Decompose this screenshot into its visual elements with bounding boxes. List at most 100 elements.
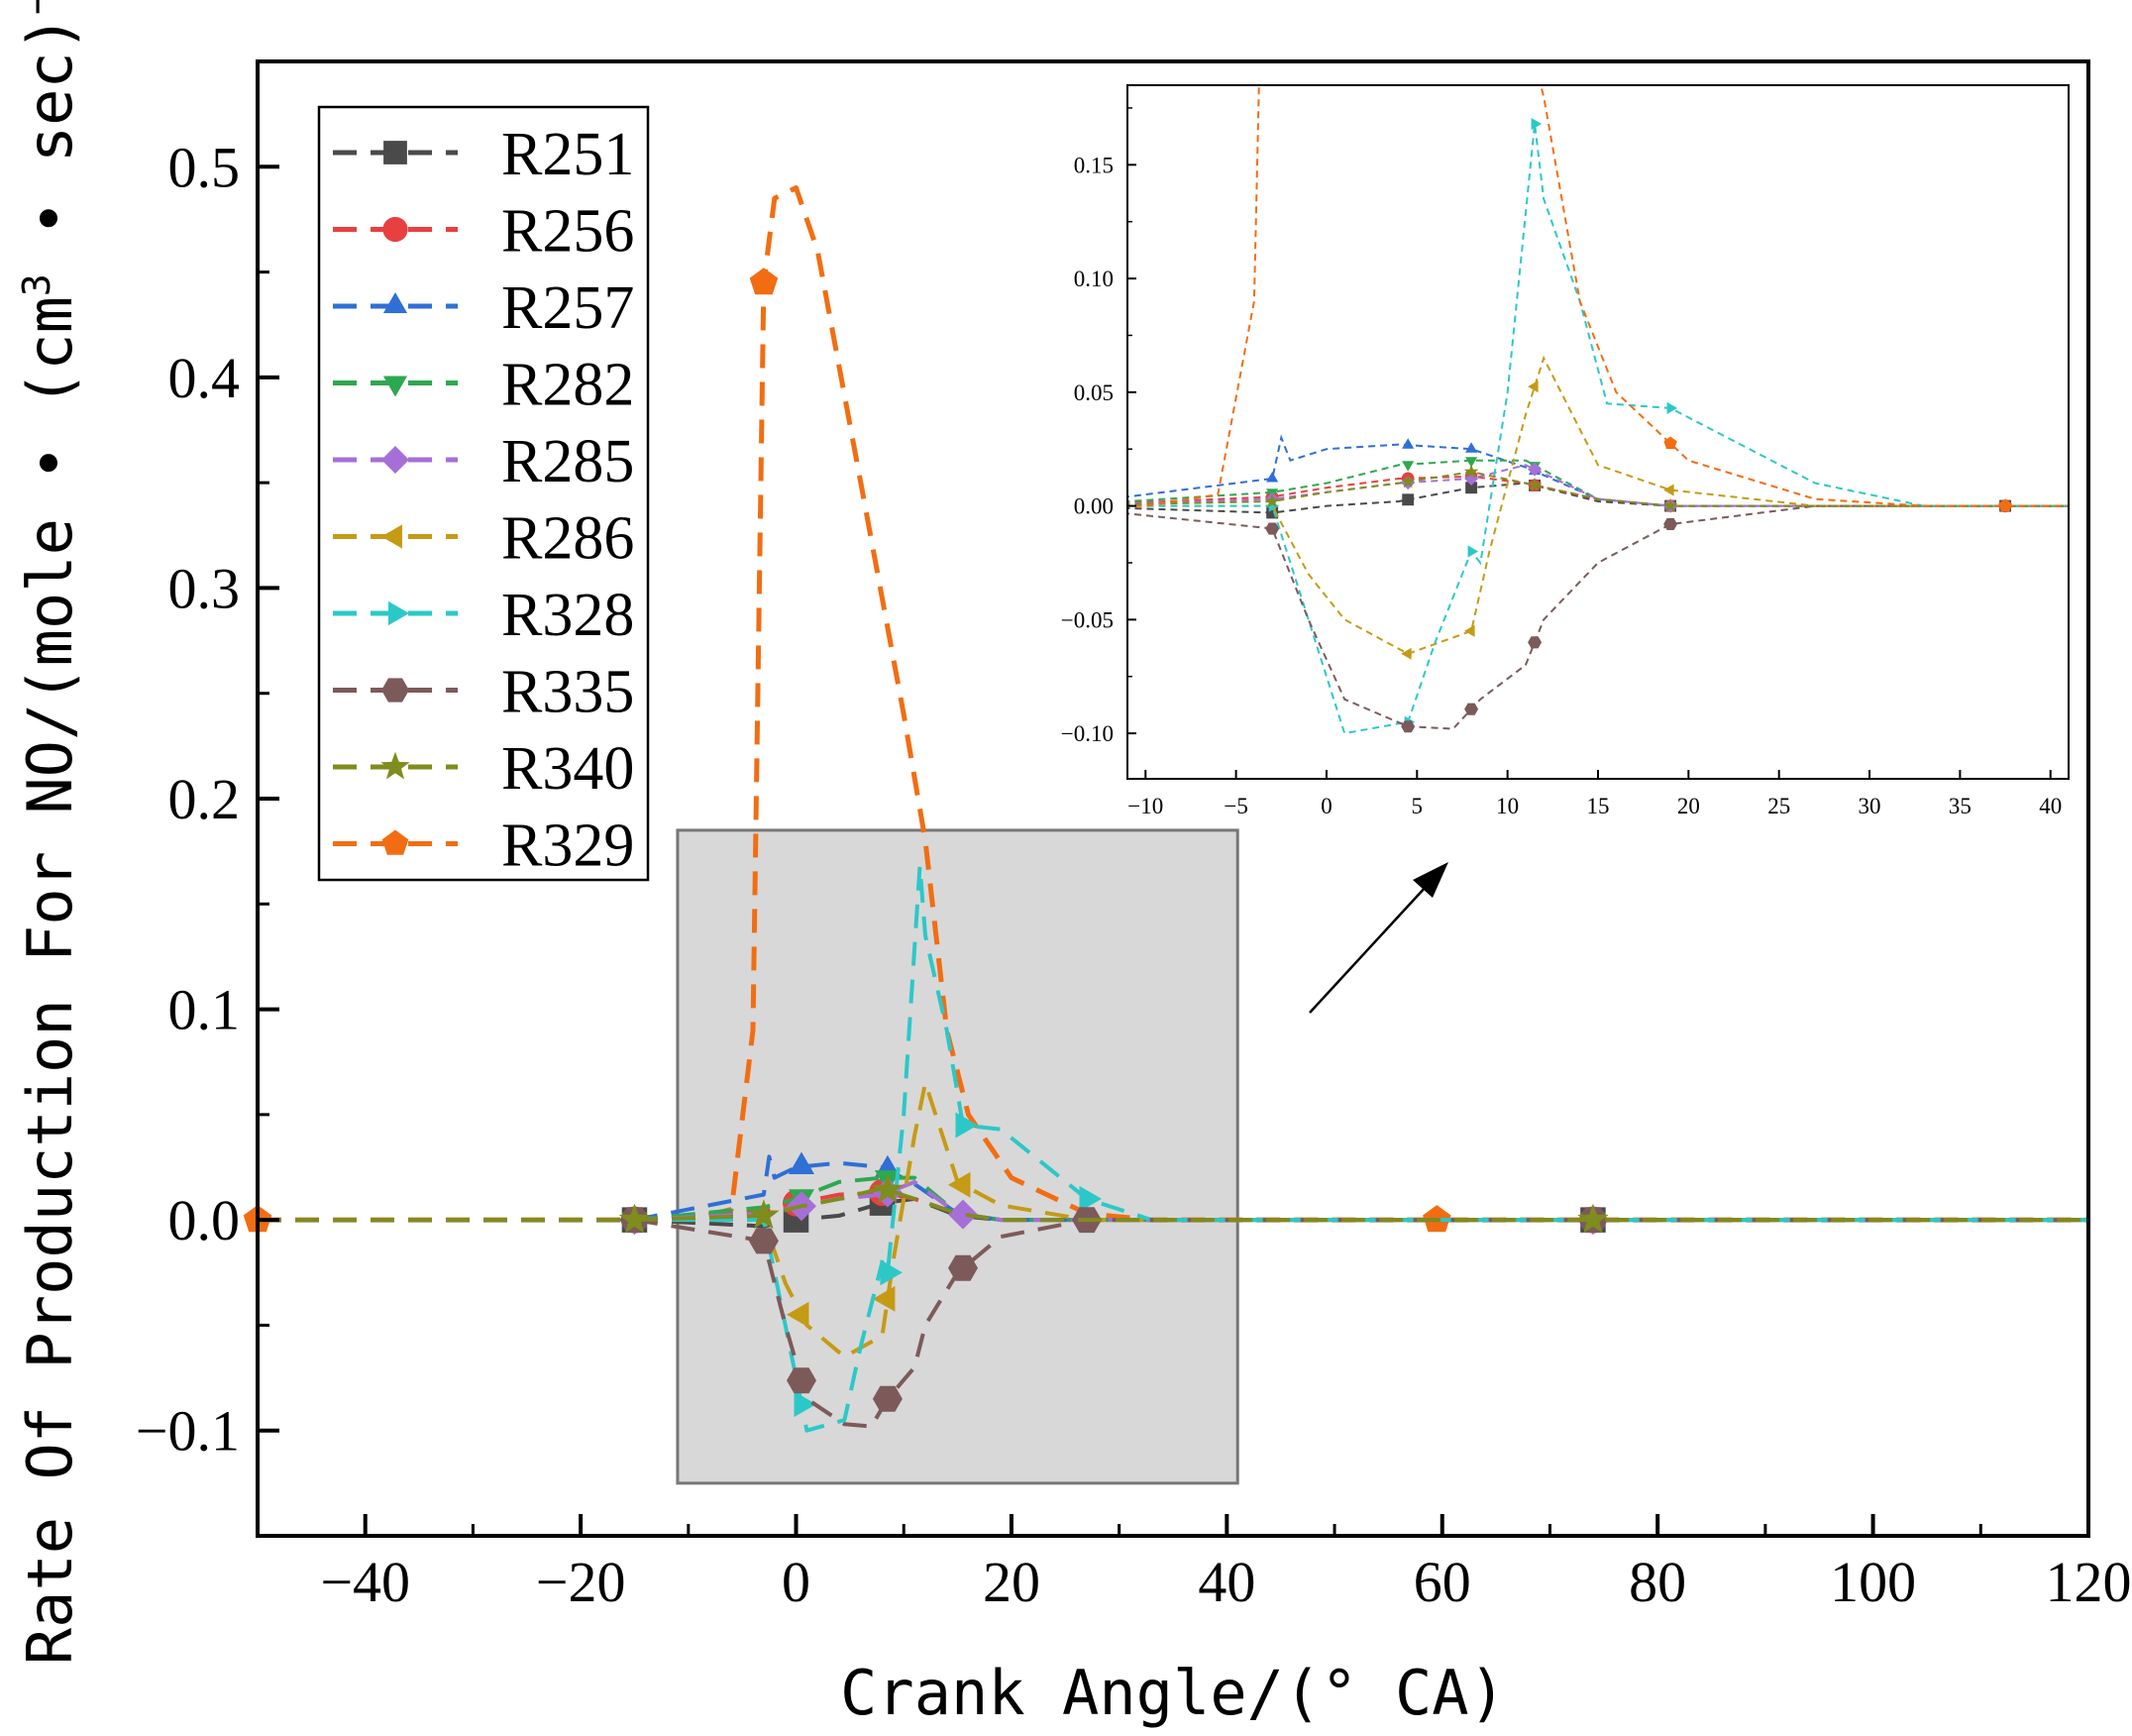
y-axis-title: Rate Of Production For NO/(mole • (cm3 •… — [14, 0, 86, 1665]
inset-marker-r285 — [1528, 462, 1543, 477]
inset-marker-r251 — [1402, 493, 1415, 506]
inset-marker-r286 — [1663, 484, 1674, 496]
inset-marker-r335 — [1663, 517, 1678, 530]
inset-marker-r340 — [1527, 477, 1543, 491]
legend-item-r335: R335 — [333, 659, 634, 726]
legend-item-r286: R286 — [333, 505, 634, 573]
inset-x-tick-label: 10 — [1496, 794, 1519, 818]
inset-marker-r329 — [1663, 436, 1677, 450]
y-tick-label: 0.1 — [168, 978, 241, 1042]
marker-r340 — [618, 1203, 651, 1234]
marker-r340 — [748, 1199, 780, 1230]
inset-y-tick-label: 0.05 — [1074, 380, 1114, 405]
inset-x-tick-label: 35 — [1949, 794, 1972, 818]
inset-x-tick-label: 25 — [1767, 794, 1790, 818]
x-tick-label: 100 — [1830, 1550, 1916, 1614]
inset-marker-r335 — [1464, 703, 1479, 715]
marker-r340 — [1577, 1203, 1609, 1234]
x-tick-label: 60 — [1414, 1550, 1471, 1614]
inset-y-tick-label: −0.05 — [1061, 607, 1114, 632]
y-axis-title-main: Rate Of Production For NO/(mole • (cm — [14, 296, 86, 1665]
legend-label: R282 — [501, 352, 634, 419]
legend-marker — [382, 292, 408, 313]
legend: R251 R256 R257 R282 R285 R286 R328 R335 R340 R329 — [317, 105, 650, 882]
legend-label: R328 — [501, 582, 634, 649]
series-line-r286 — [258, 1081, 2088, 1359]
series-line-r335 — [258, 1218, 2088, 1429]
y-tick-label: −0.1 — [136, 1399, 240, 1464]
y-axis-title-mid: • sec) — [14, 15, 86, 273]
legend-box — [317, 105, 650, 882]
zoom-arrow-line — [1309, 885, 1428, 1014]
legend-item-r340: R340 — [333, 735, 634, 803]
legend-marker — [388, 600, 409, 626]
inset-marker-r340 — [1400, 474, 1416, 488]
main-axes: −40 −20 0 20 40 60 80 100 120−0.10.00.10.20.30.4… — [136, 135, 2132, 1614]
legend-item-r256: R256 — [333, 198, 634, 266]
inset-series-line-r329 — [1127, 85, 2069, 507]
legend-marker — [381, 829, 409, 855]
inset-series-line-r286 — [1127, 355, 2069, 655]
legend-label: R335 — [501, 659, 634, 726]
marker-r286 — [872, 1285, 896, 1312]
y-tick-label: 0.4 — [168, 346, 241, 410]
inset-marker-r329 — [1998, 498, 2012, 512]
y-tick-label: 0.0 — [168, 1188, 241, 1252]
inset-x-tick-label: 20 — [1677, 794, 1700, 818]
inset-marker-r257 — [1402, 438, 1415, 449]
inset-y-tick-label: 0.15 — [1074, 153, 1114, 177]
inset-marker-r340 — [1264, 493, 1280, 508]
marker-r328 — [1079, 1185, 1102, 1212]
legend-marker — [381, 446, 409, 474]
marker-r335 — [948, 1254, 978, 1281]
inset-marker-r335 — [1528, 636, 1543, 649]
inset-marker-r328 — [1467, 545, 1479, 558]
inset-marker-r286 — [1464, 624, 1475, 637]
main-series-group — [243, 185, 2088, 1433]
legend-item-r257: R257 — [333, 274, 634, 342]
inset-marker-r257 — [1266, 472, 1279, 483]
inset-x-tick-label: 0 — [1321, 794, 1332, 818]
marker-r335 — [872, 1385, 903, 1412]
legend-label: R285 — [501, 428, 634, 495]
marker-r286 — [787, 1301, 809, 1328]
inset-x-tick-label: 30 — [1859, 794, 1881, 818]
legend-marker — [381, 524, 402, 549]
x-tick-label: −20 — [536, 1550, 626, 1614]
y-axis-title-sup2: −1 — [15, 0, 58, 15]
legend-item-r328: R328 — [333, 582, 634, 649]
series-r340 — [258, 1173, 2088, 1234]
legend-marker — [381, 678, 409, 703]
inset-x-tick-label: 5 — [1412, 794, 1424, 818]
legend-marker — [380, 751, 410, 780]
inset-series-line-r328 — [1127, 123, 2069, 735]
inset-series-line-r282 — [1127, 459, 2069, 507]
x-tick-label: −40 — [320, 1550, 410, 1614]
legend-marker — [382, 216, 408, 243]
legend-label: R340 — [501, 735, 634, 803]
inset-marker-r251 — [1465, 482, 1478, 494]
inset-x-tick-label: −10 — [1127, 794, 1163, 818]
marker-r285 — [948, 1199, 978, 1230]
legend-label: R251 — [501, 121, 634, 188]
inset-marker-r286 — [1528, 380, 1539, 393]
main-plot-area — [676, 828, 1239, 1485]
legend-marker — [383, 141, 407, 164]
legend-label: R257 — [501, 274, 634, 342]
legend-item-r329: R329 — [333, 813, 634, 880]
legend-label: R286 — [501, 505, 634, 573]
inset-x-tick-label: 40 — [2039, 794, 2062, 818]
legend-label: R256 — [501, 198, 634, 266]
marker-r328 — [794, 1391, 816, 1418]
inset-y-tick-label: −0.10 — [1061, 721, 1114, 746]
x-tick-label: 80 — [1629, 1550, 1686, 1614]
x-tick-label: 40 — [1198, 1550, 1255, 1614]
inset-y-tick-label: 0.00 — [1074, 494, 1114, 519]
x-tick-label: 20 — [983, 1550, 1040, 1614]
zoom-arrow-head — [1413, 862, 1448, 898]
inset-marker-r328 — [1531, 118, 1543, 131]
inset-series-r329 — [1127, 85, 2069, 512]
marker-r328 — [955, 1112, 978, 1139]
series-line-r329 — [258, 185, 2088, 1223]
